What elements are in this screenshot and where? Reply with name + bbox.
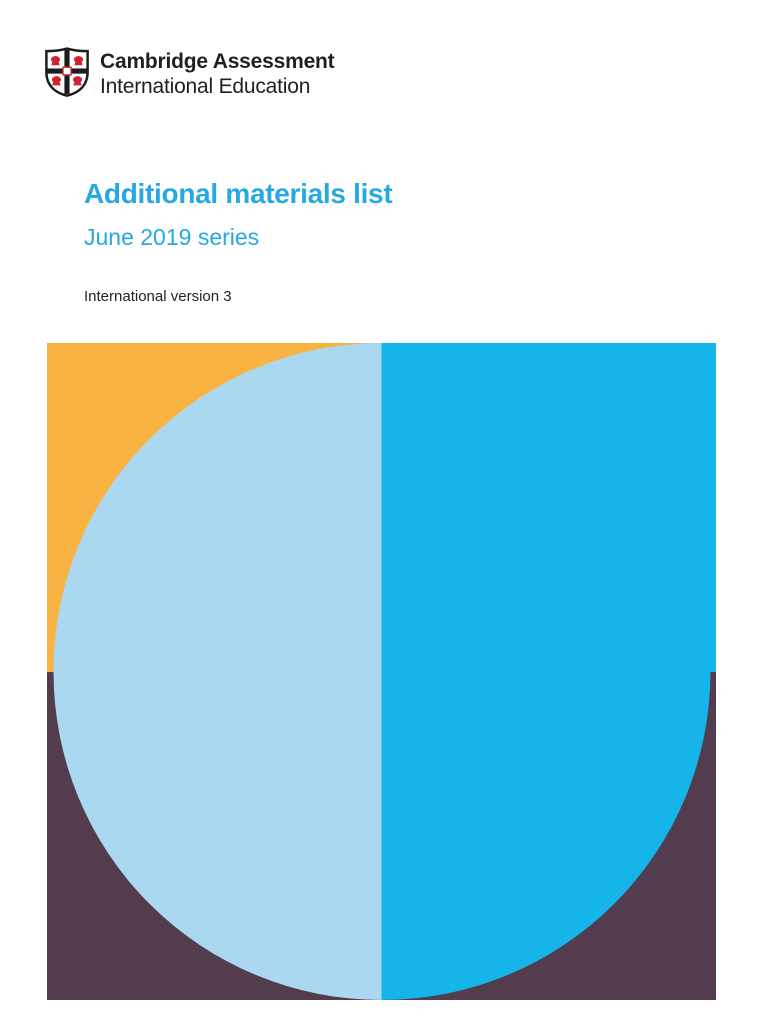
brand-line-1: Cambridge Assessment — [100, 49, 335, 73]
cambridge-shield-icon — [44, 46, 90, 103]
page-subtitle: June 2019 series — [84, 224, 260, 250]
version-note: International version 3 — [84, 288, 232, 305]
cover-artwork — [47, 343, 716, 1000]
brand-line-2: International Education — [100, 74, 311, 98]
artwork-circle-left-half — [53, 343, 382, 1000]
artwork-circle-right-half — [381, 343, 710, 1000]
page-title: Additional materials list — [84, 178, 393, 209]
artwork-circle — [53, 343, 710, 1000]
brand-wordmark: Cambridge Assessment International Educa… — [100, 49, 335, 100]
header-logo: Cambridge Assessment International Educa… — [44, 46, 335, 103]
title-block: Additional materials list June 2019 seri… — [84, 178, 393, 251]
